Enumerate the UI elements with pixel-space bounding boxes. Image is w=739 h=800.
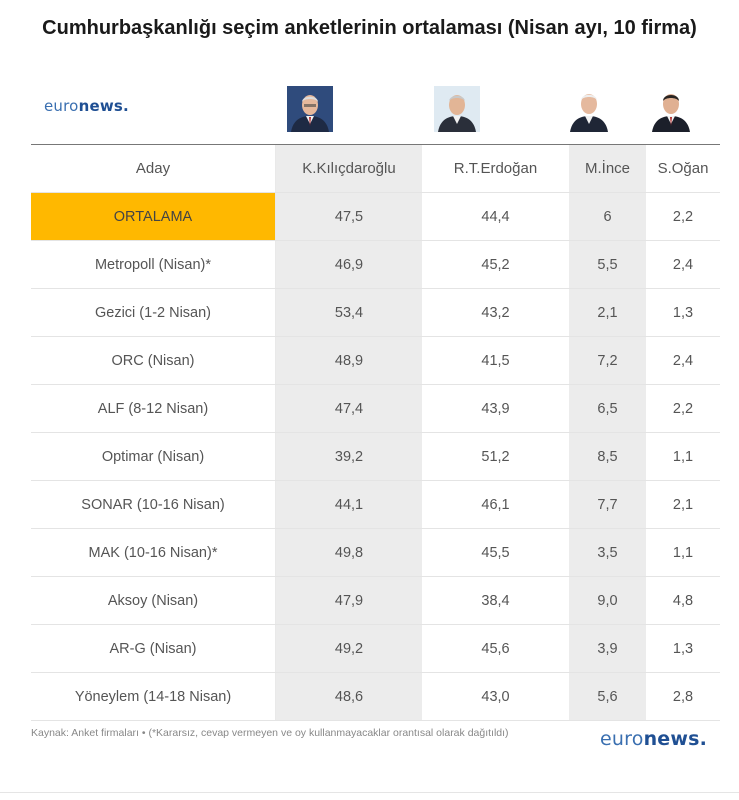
poll-table: Aday K.Kılıçdaroğlu R.T.Erdoğan M.İnce S…	[31, 144, 720, 721]
ince-photo	[566, 86, 612, 132]
erdogan-cell: 41,5	[422, 337, 569, 384]
erdogan-cell: 45,6	[422, 625, 569, 672]
kilicdaroglu-cell: 46,9	[275, 241, 422, 288]
ogan-cell: 1,1	[646, 529, 720, 576]
ogan-cell: 2,8	[646, 673, 720, 720]
ince-cell: 2,1	[569, 289, 646, 336]
table-row: ORC (Nisan) 48,9 41,5 7,2 2,4	[31, 337, 720, 385]
label-cell: Gezici (1-2 Nisan)	[94, 304, 212, 321]
table-header-row: Aday K.Kılıçdaroğlu R.T.Erdoğan M.İnce S…	[31, 145, 720, 193]
kilicdaroglu-cell: 48,9	[275, 337, 422, 384]
ogan-cell: 2,4	[646, 241, 720, 288]
erdogan-cell: 44,4	[422, 193, 569, 240]
table-row: Aksoy (Nisan) 47,9 38,4 9,0 4,8	[31, 577, 720, 625]
ogan-cell: 1,3	[646, 625, 720, 672]
column-header-aday: Aday	[135, 160, 171, 177]
ince-cell: 5,6	[569, 673, 646, 720]
ogan-cell: 1,1	[646, 433, 720, 480]
erdogan-photo	[434, 86, 480, 132]
kilicdaroglu-cell: 44,1	[275, 481, 422, 528]
label-cell: MAK (10-16 Nisan)*	[88, 544, 218, 561]
kilicdaroglu-cell: 47,4	[275, 385, 422, 432]
ince-cell: 6,5	[569, 385, 646, 432]
table-row: MAK (10-16 Nisan)* 49,8 45,5 3,5 1,1	[31, 529, 720, 577]
euronews-logo: euronews.	[44, 97, 129, 115]
column-header-erdogan: R.T.Erdoğan	[422, 145, 569, 192]
erdogan-cell: 45,2	[422, 241, 569, 288]
label-cell: Aksoy (Nisan)	[107, 592, 199, 609]
bottom-divider	[0, 792, 739, 793]
source-footnote: Kaynak: Anket firmaları • (*Kararsız, ce…	[31, 727, 509, 739]
kilicdaroglu-cell: 49,2	[275, 625, 422, 672]
label-cell: Metropoll (Nisan)*	[94, 256, 212, 273]
kilicdaroglu-cell: 47,9	[275, 577, 422, 624]
erdogan-cell: 46,1	[422, 481, 569, 528]
ince-cell: 7,2	[569, 337, 646, 384]
erdogan-cell: 43,0	[422, 673, 569, 720]
label-cell: Optimar (Nisan)	[101, 448, 205, 465]
label-cell: ORC (Nisan)	[111, 352, 195, 369]
ince-cell: 6	[569, 193, 646, 240]
table-row: ALF (8-12 Nisan) 47,4 43,9 6,5 2,2	[31, 385, 720, 433]
erdogan-cell: 43,9	[422, 385, 569, 432]
kilicdaroglu-cell: 49,8	[275, 529, 422, 576]
ogan-cell: 2,1	[646, 481, 720, 528]
erdogan-cell: 45,5	[422, 529, 569, 576]
kilicdaroglu-cell: 47,5	[275, 193, 422, 240]
ogan-cell: 2,4	[646, 337, 720, 384]
column-header-ogan: S.Oğan	[646, 145, 720, 192]
label-cell: Yöneylem (14-18 Nisan)	[74, 688, 232, 705]
label-cell: ORTALAMA	[31, 193, 275, 240]
euronews-logo-bottom: euronews.	[600, 728, 708, 750]
erdogan-cell: 43,2	[422, 289, 569, 336]
kilicdaroglu-cell: 39,2	[275, 433, 422, 480]
ince-cell: 3,9	[569, 625, 646, 672]
ogan-photo	[648, 86, 694, 132]
table-row: Metropoll (Nisan)* 46,9 45,2 5,5 2,4	[31, 241, 720, 289]
label-cell: AR-G (Nisan)	[109, 640, 197, 657]
table-row: Gezici (1-2 Nisan) 53,4 43,2 2,1 1,3	[31, 289, 720, 337]
average-row: ORTALAMA 47,5 44,4 6 2,2	[31, 193, 720, 241]
table-row: SONAR (10-16 Nisan) 44,1 46,1 7,7 2,1	[31, 481, 720, 529]
ince-cell: 8,5	[569, 433, 646, 480]
kilicdaroglu-photo	[287, 86, 333, 132]
column-header-kilicdaroglu: K.Kılıçdaroğlu	[275, 145, 422, 192]
ogan-cell: 2,2	[646, 385, 720, 432]
ogan-cell: 4,8	[646, 577, 720, 624]
table-body: ORTALAMA 47,5 44,4 6 2,2 Metropoll (Nisan)* 46…	[31, 193, 720, 721]
table-row: Optimar (Nisan) 39,2 51,2 8,5 1,1	[31, 433, 720, 481]
ogan-cell: 1,3	[646, 289, 720, 336]
ince-cell: 5,5	[569, 241, 646, 288]
kilicdaroglu-cell: 53,4	[275, 289, 422, 336]
label-cell: ALF (8-12 Nisan)	[97, 400, 209, 417]
table-row: AR-G (Nisan) 49,2 45,6 3,9 1,3	[31, 625, 720, 673]
page-title: Cumhurbaşkanlığı seçim anketlerinin orta…	[42, 17, 697, 39]
ince-cell: 3,5	[569, 529, 646, 576]
ogan-cell: 2,2	[646, 193, 720, 240]
label-cell: SONAR (10-16 Nisan)	[81, 496, 225, 513]
ince-cell: 9,0	[569, 577, 646, 624]
kilicdaroglu-cell: 48,6	[275, 673, 422, 720]
erdogan-cell: 51,2	[422, 433, 569, 480]
table-row: Yöneylem (14-18 Nisan) 48,6 43,0 5,6 2,8	[31, 673, 720, 721]
ince-cell: 7,7	[569, 481, 646, 528]
column-header-ince: M.İnce	[569, 145, 646, 192]
erdogan-cell: 38,4	[422, 577, 569, 624]
